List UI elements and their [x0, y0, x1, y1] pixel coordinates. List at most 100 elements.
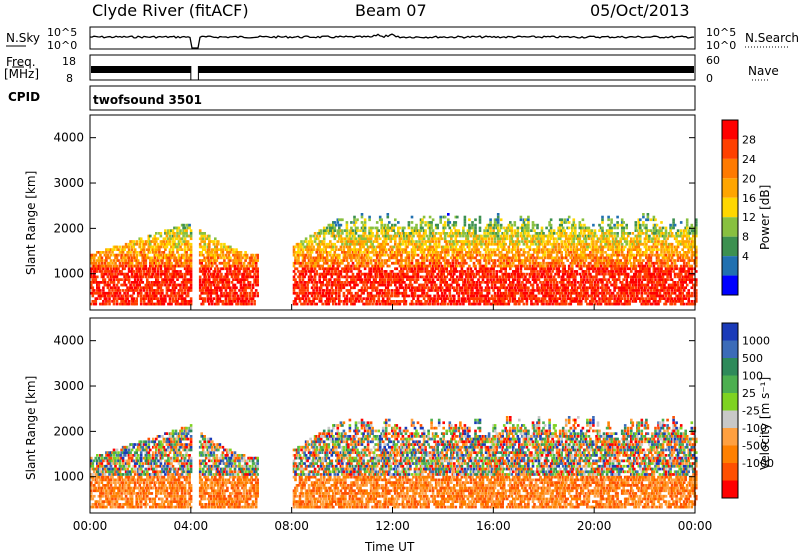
power-cell	[398, 302, 402, 306]
power-cell	[152, 291, 155, 295]
power-cell	[502, 226, 506, 230]
power-cell	[398, 226, 402, 230]
power-cell	[450, 297, 453, 300]
power-cell	[471, 289, 474, 292]
power-cell	[412, 275, 415, 279]
power-cell	[543, 275, 547, 279]
power-cell	[118, 251, 122, 254]
power-cell	[146, 253, 149, 257]
power-cell	[404, 289, 408, 292]
power-cell	[545, 300, 548, 303]
power-cell	[133, 302, 137, 306]
power-cell	[513, 221, 517, 224]
power-cell	[378, 256, 382, 260]
power-cell	[447, 253, 450, 257]
power-cell	[377, 234, 380, 238]
power-cell	[484, 251, 488, 254]
power-cell	[386, 242, 390, 246]
power-cell	[457, 283, 461, 287]
power-cell	[489, 270, 492, 273]
power-cell	[543, 245, 547, 249]
power-cell	[413, 270, 417, 273]
power-cell	[203, 245, 206, 249]
power-cell	[439, 221, 442, 224]
power-cell	[394, 240, 397, 243]
power-cell	[126, 294, 129, 298]
power-cell	[105, 291, 108, 295]
power-cell	[518, 297, 521, 300]
power-cell	[159, 286, 163, 290]
power-cell	[132, 245, 135, 249]
power-cell	[341, 240, 344, 243]
power-cell	[156, 270, 160, 273]
power-cell	[114, 289, 117, 292]
power-cell	[321, 283, 324, 287]
power-cell	[324, 248, 327, 251]
freq-tick-top: 18	[62, 55, 76, 68]
power-cell	[174, 256, 178, 260]
power-cell	[170, 261, 173, 265]
power-cell	[457, 294, 461, 298]
power-cell	[209, 283, 213, 287]
power-cell	[256, 270, 259, 273]
power-cell	[102, 294, 105, 298]
power-cell	[124, 264, 128, 268]
power-cell	[123, 256, 126, 260]
power-cell	[229, 267, 232, 271]
power-cell	[518, 302, 521, 306]
power-cell	[486, 294, 489, 298]
power-cell	[179, 245, 182, 249]
power-cell	[542, 281, 545, 284]
power-cell	[400, 283, 403, 287]
power-cell	[126, 272, 129, 276]
power-cell	[504, 242, 507, 246]
power-cell	[248, 272, 252, 276]
power-cell	[437, 242, 441, 246]
power-cell	[445, 275, 448, 279]
power-cell	[142, 248, 146, 251]
power-cell	[100, 270, 104, 273]
power-cell	[292, 248, 296, 251]
power-cell	[139, 302, 143, 306]
power-cell	[546, 242, 550, 246]
power-cell	[339, 223, 343, 227]
power-cell	[448, 286, 452, 290]
power-cell	[457, 291, 461, 295]
power-cell	[422, 259, 426, 262]
power-cell	[297, 294, 300, 298]
power-cell	[153, 248, 157, 251]
power-cell	[460, 248, 464, 251]
power-cell	[156, 245, 160, 249]
power-cell	[155, 253, 158, 257]
power-cell	[310, 267, 314, 271]
power-cell	[111, 294, 114, 298]
power-cell	[132, 264, 135, 268]
power-cell	[513, 286, 517, 290]
power-cell	[453, 300, 456, 303]
power-cell	[466, 278, 470, 281]
power-cell	[363, 267, 367, 271]
power-cell	[425, 256, 429, 260]
power-cell	[120, 253, 123, 257]
power-cell	[318, 245, 321, 249]
power-cell	[333, 226, 337, 230]
power-cell	[250, 256, 253, 260]
power-cell	[371, 242, 374, 246]
power-cell	[220, 272, 223, 276]
power-cell	[183, 291, 187, 295]
power-cell	[176, 245, 179, 249]
power-cell	[407, 221, 411, 224]
power-cell	[404, 232, 408, 235]
power-cell	[189, 286, 193, 290]
power-cell	[507, 245, 511, 249]
power-cell	[224, 264, 228, 268]
power-cell	[466, 237, 470, 241]
power-cell	[329, 264, 332, 268]
power-cell	[230, 289, 234, 292]
power-cell	[156, 253, 160, 257]
power-cell	[499, 234, 503, 238]
power-cell	[404, 267, 408, 271]
power-cell	[139, 272, 143, 276]
power-cell	[427, 286, 430, 290]
power-cell	[100, 275, 104, 279]
